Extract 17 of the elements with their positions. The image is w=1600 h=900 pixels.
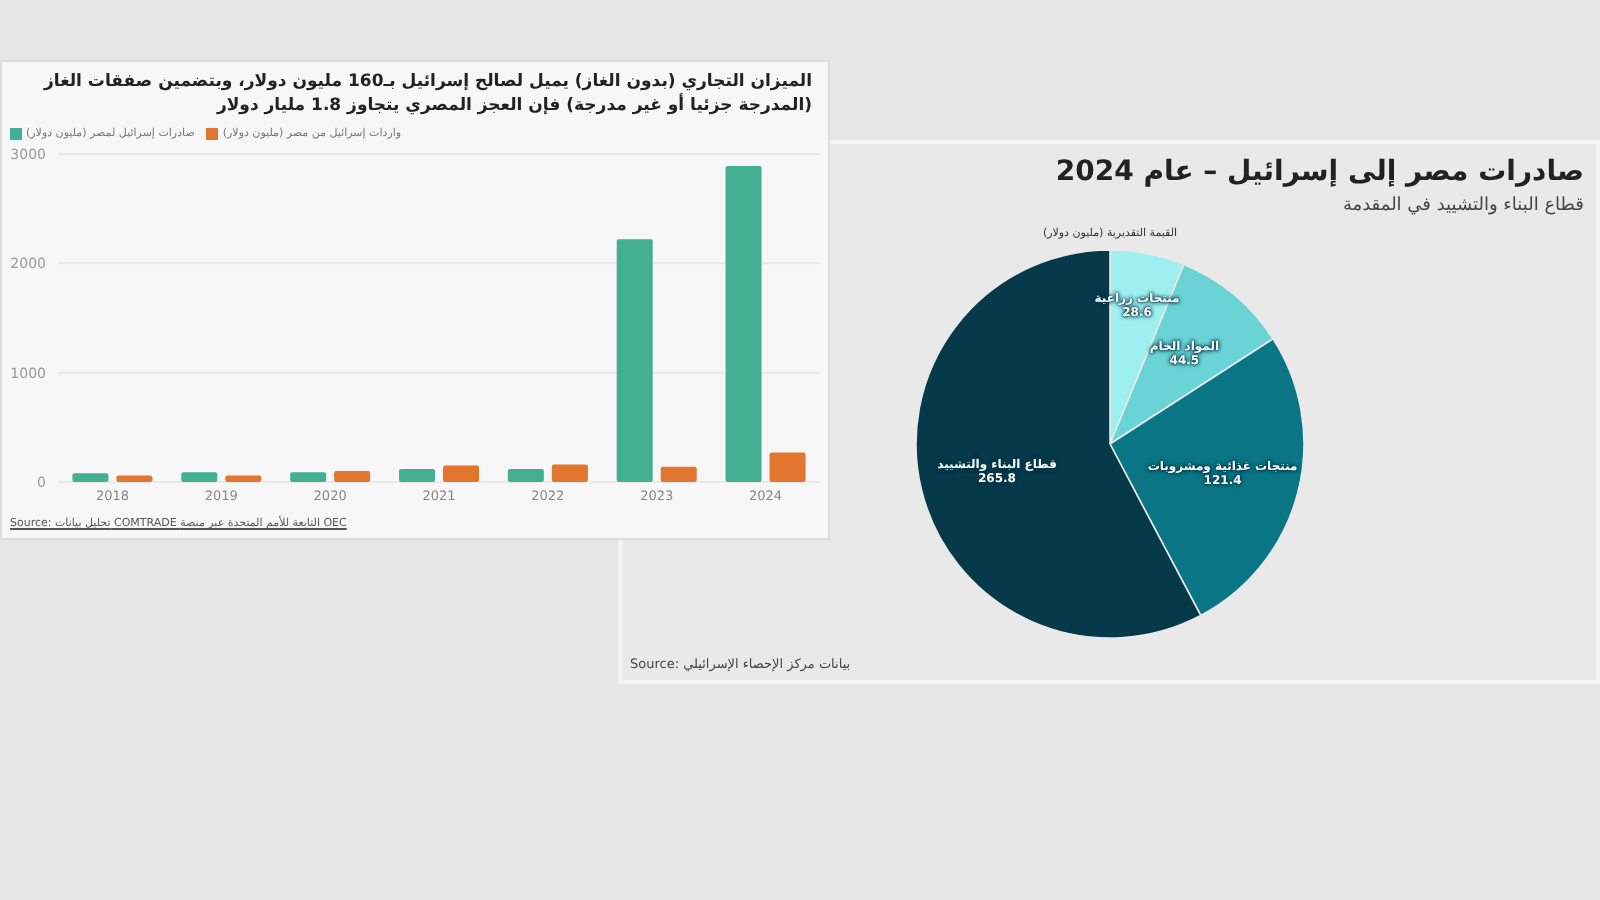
bar [72, 473, 109, 482]
chart-title: الميزان التجاري (بدون الغاز) يميل لصالح إسرائيل بـ160 مليون دولار، وبتضمين صفقات الغاز (المدرجة جزئيا أو غير مدرجة) فإن العجز المصري يتجاوز 1.8 مليار دولار [41, 70, 812, 118]
bar [660, 466, 697, 482]
bar [769, 452, 806, 482]
bar [399, 468, 435, 482]
bar [443, 465, 479, 482]
bar [551, 464, 588, 482]
bar [334, 471, 371, 482]
bar [116, 475, 153, 482]
bar [290, 472, 327, 482]
bar [616, 239, 653, 482]
bar [507, 468, 544, 482]
chart-title: صادرات مصر إلى إسرائيل – عام 2024 [1055, 156, 1584, 188]
bar [225, 475, 262, 482]
bar [725, 166, 762, 482]
bar [181, 472, 218, 482]
text: قطاع البناء والتشييد في المقدمة [1342, 196, 1584, 216]
